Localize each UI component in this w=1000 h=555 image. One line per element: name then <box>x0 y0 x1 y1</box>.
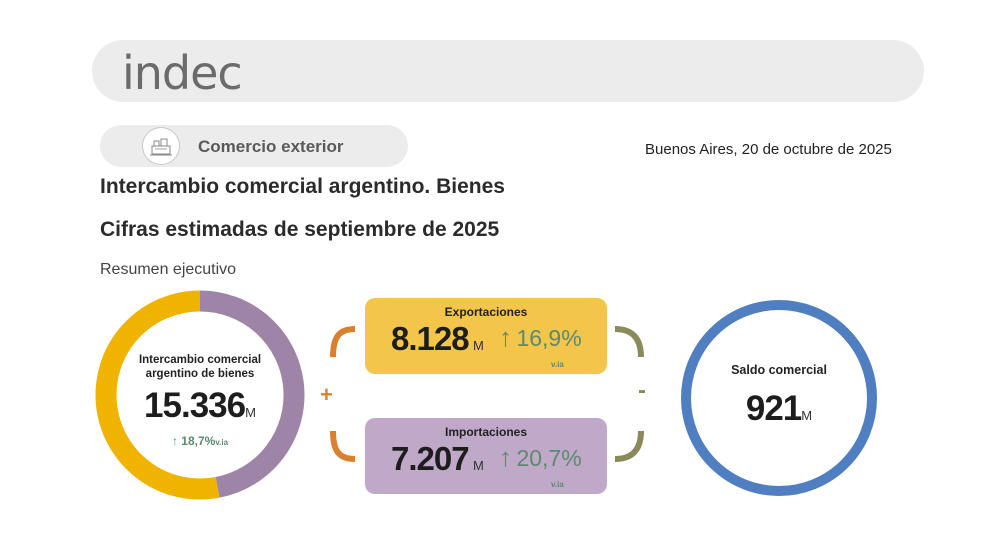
arrow-up-icon: ↑ <box>499 442 512 472</box>
exports-label: Exportaciones <box>444 305 528 319</box>
imports-variation-suffix: v.ia <box>551 480 564 489</box>
imports-label: Importaciones <box>444 425 528 439</box>
exports-variation-group: ↑ 16,9% <box>499 322 582 353</box>
donut-segment-imports <box>199 290 305 498</box>
indec-logo: indec <box>122 46 243 100</box>
imports-unit: M <box>473 458 484 473</box>
exports-box: Exportaciones 8.128 M ↑ 16,9% v.ia <box>365 298 607 374</box>
donut-segment-exports <box>95 290 220 500</box>
intercambio-variation: 18,7% <box>181 434 216 448</box>
plus-operator: + <box>320 382 333 407</box>
exports-variation: 16,9% <box>516 325 582 351</box>
arrow-up-icon: ↑ <box>171 434 178 448</box>
exports-unit: M <box>473 338 484 353</box>
saldo-ring-circle <box>681 300 877 496</box>
intercambio-value: 15.336 <box>144 386 246 425</box>
imports-value: 7.207 <box>391 440 470 477</box>
left-bracket <box>330 326 356 462</box>
header-bar <box>92 40 924 102</box>
imports-value-group: 7.207 M <box>391 440 484 478</box>
report-title: Intercambio comercial argentino. Bienes <box>100 175 505 198</box>
saldo-label: Saldo comercial <box>731 363 827 377</box>
section-label: Comercio exterior <box>198 137 344 156</box>
report-subtitle-period: Cifras estimadas de septiembre de 2025 <box>100 218 500 241</box>
imports-variation: 20,7% <box>516 445 582 471</box>
minus-operator: - <box>638 377 646 404</box>
port-icon <box>142 127 180 165</box>
imports-box: Importaciones 7.207 M ↑ 20,7% v.ia <box>365 418 607 494</box>
exports-value: 8.128 <box>391 320 470 357</box>
intercambio-variation-group: ↑ 18,7%v.ia <box>140 434 260 448</box>
arrow-up-icon: ↑ <box>499 322 512 352</box>
intercambio-unit: M <box>245 405 256 420</box>
saldo-ring <box>681 300 877 496</box>
intercambio-label: Intercambio comercial argentino de biene… <box>138 354 262 380</box>
exports-variation-suffix: v.ia <box>551 360 564 369</box>
saldo-value: 921 <box>745 389 802 428</box>
imports-variation-group: ↑ 20,7% <box>499 442 582 473</box>
exports-value-group: 8.128 M <box>391 320 484 358</box>
publication-date: Buenos Aires, 20 de octubre de 2025 <box>645 141 892 158</box>
saldo-value-group: 921M <box>690 389 868 429</box>
intercambio-value-group: 15.336M <box>128 386 272 426</box>
executive-summary-label: Resumen ejecutivo <box>100 261 237 278</box>
saldo-unit: M <box>801 408 813 423</box>
intercambio-variation-suffix: v.ia <box>215 438 229 447</box>
right-bracket <box>614 326 644 462</box>
intercambio-donut <box>95 290 305 500</box>
